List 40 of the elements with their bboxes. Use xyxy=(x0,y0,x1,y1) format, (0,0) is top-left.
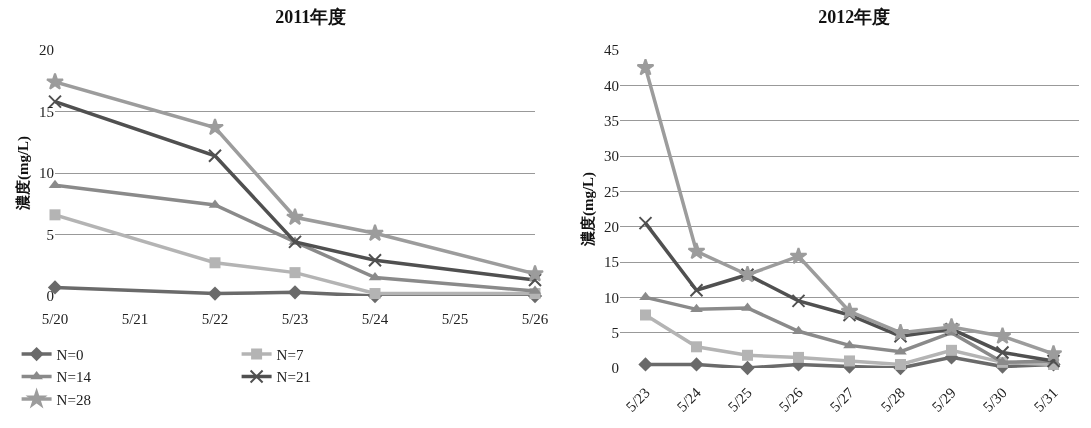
chart-title: 2011年度 xyxy=(275,7,347,28)
y-tick-label: 10 xyxy=(604,289,619,306)
x-tick-label: 5/23 xyxy=(622,384,653,415)
y-tick-label: 5 xyxy=(46,226,54,243)
x-tick-label: 5/27 xyxy=(826,384,858,415)
y-tick-label: 25 xyxy=(604,183,619,200)
y-tick-label: 45 xyxy=(604,42,619,59)
y-axis-title: 濃度(mg/L) xyxy=(579,171,598,248)
x-tick-label: 5/26 xyxy=(775,384,807,415)
y-tick-label: 30 xyxy=(604,148,619,165)
y-tick-label: 20 xyxy=(604,218,619,235)
x-tick-label: 5/25 xyxy=(441,311,469,327)
x-tick-label: 5/24 xyxy=(361,311,389,327)
legend-label: N=0 xyxy=(56,346,84,363)
legend-label: N=14 xyxy=(56,369,92,386)
y-tick-label: 10 xyxy=(39,165,54,182)
x-tick-label: 5/25 xyxy=(724,384,755,415)
x-tick-label: 5/20 xyxy=(41,311,69,327)
y-tick-label: 0 xyxy=(611,360,619,377)
y-tick-label: 35 xyxy=(604,112,619,129)
y-tick-label: 0 xyxy=(46,288,54,305)
x-tick-label: 5/30 xyxy=(979,384,1010,415)
x-tick-label: 5/28 xyxy=(877,384,908,415)
legend-label: N=28 xyxy=(56,391,91,408)
y-axis-title: 濃度(mg/L) xyxy=(14,135,33,212)
y-tick-label: 15 xyxy=(604,254,619,271)
y-tick-label: 15 xyxy=(39,103,54,120)
x-tick-label: 5/29 xyxy=(928,384,959,415)
legend-label: N=7 xyxy=(276,346,304,363)
chart-title: 2012年度 xyxy=(818,7,891,28)
y-tick-label: 20 xyxy=(39,42,54,59)
x-tick-label: 5/31 xyxy=(1030,384,1061,415)
x-tick-label: 5/22 xyxy=(201,311,229,327)
legend-label: N=21 xyxy=(276,369,311,386)
x-tick-label: 5/24 xyxy=(673,384,705,415)
x-tick-label: 5/26 xyxy=(521,311,549,327)
y-tick-label: 40 xyxy=(604,77,619,94)
x-tick-label: 5/21 xyxy=(121,311,149,327)
x-tick-label: 5/23 xyxy=(281,311,309,327)
y-tick-label: 5 xyxy=(611,324,619,341)
